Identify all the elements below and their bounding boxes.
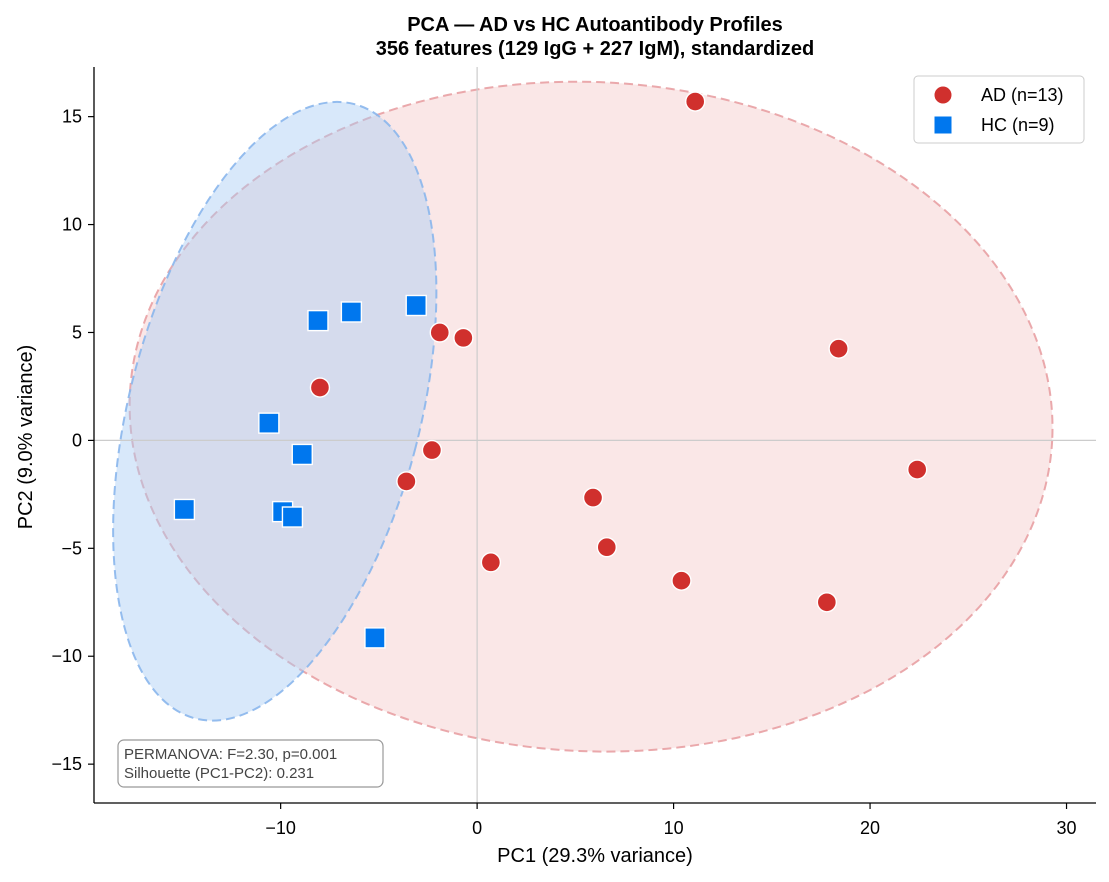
- chart-subtitle: 356 features (129 IgG + 227 IgM), standa…: [376, 38, 815, 60]
- data-points: [173, 91, 928, 649]
- hc-point: [291, 443, 313, 466]
- y-tick-label: 5: [72, 322, 82, 342]
- stats-box-frame: [117, 739, 384, 788]
- hc-point: [340, 301, 363, 323]
- y-tick-label: 10: [62, 215, 82, 235]
- y-tick-label: 15: [62, 107, 82, 127]
- x-tick-label: −10: [265, 818, 296, 838]
- reference-lines: [94, 67, 1096, 803]
- legend: AD (n=13) HC (n=9): [913, 75, 1085, 144]
- y-tick-label: −10: [51, 646, 82, 666]
- ad-point: [582, 487, 604, 508]
- legend-box: [913, 75, 1085, 144]
- y-tick-label: −15: [51, 754, 82, 774]
- x-tick-label: 10: [664, 818, 684, 838]
- hc-point: [307, 309, 329, 332]
- x-tick-label: 20: [860, 818, 880, 838]
- ad-point: [421, 439, 443, 461]
- y-tick-label: −5: [61, 538, 82, 558]
- stats-annotation: PERMANOVA: F=2.30, p=0.001 Silhouette (P…: [117, 739, 384, 788]
- ad-point: [429, 322, 450, 343]
- ad-point: [685, 91, 706, 112]
- permanova-text: PERMANOVA: F=2.30, p=0.001: [124, 746, 337, 763]
- legend-marker-ad: [933, 85, 953, 105]
- axes: [93, 67, 1096, 804]
- chart-title: PCA — AD vs HC Autoantibody Profiles: [407, 14, 783, 36]
- x-tick-label: 0: [472, 818, 482, 838]
- confidence-ellipses: [112, 80, 1054, 753]
- tick-marks: −10 0 10 20 30 −15 −10 −5 0 5 10 15: [51, 107, 1076, 838]
- ad-point: [828, 338, 849, 359]
- x-axis-label: PC1 (29.3% variance): [497, 845, 693, 867]
- ad-point: [396, 471, 417, 492]
- ad-point: [309, 377, 331, 398]
- hc-point: [173, 498, 196, 521]
- hc-point: [281, 506, 304, 528]
- hc-point: [364, 627, 386, 649]
- ad-point: [480, 552, 502, 573]
- ad-point: [596, 537, 617, 558]
- legend-marker-hc: [933, 115, 953, 135]
- ad-point: [453, 327, 474, 349]
- hc-point: [258, 412, 280, 434]
- legend-label-hc: HC (n=9): [981, 115, 1055, 135]
- y-tick-label: 0: [72, 430, 82, 450]
- ad-point: [907, 459, 928, 480]
- confidence-ellipse-hc: [112, 100, 438, 722]
- hc-point: [405, 294, 427, 317]
- ad-point: [816, 592, 838, 613]
- x-tick-label: 30: [1057, 818, 1077, 838]
- ad-point: [671, 570, 692, 591]
- legend-label-ad: AD (n=13): [981, 85, 1064, 105]
- silhouette-text: Silhouette (PC1-PC2): 0.231: [124, 765, 314, 782]
- y-axis-label: PC2 (9.0% variance): [15, 345, 37, 530]
